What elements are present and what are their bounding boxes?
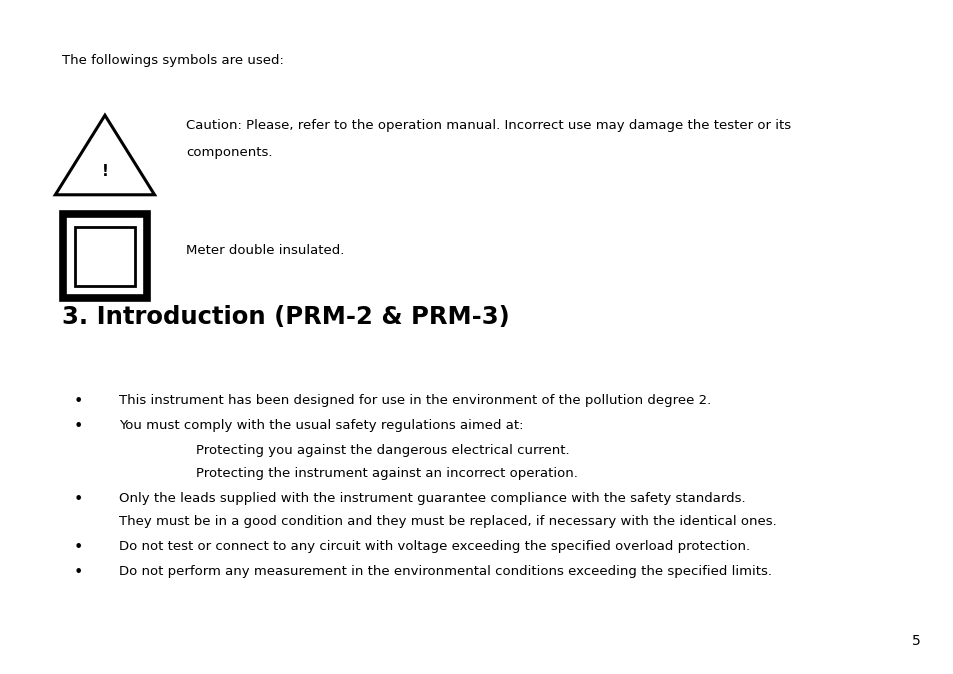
Text: •: • [73,419,83,434]
Text: Protecting you against the dangerous electrical current.: Protecting you against the dangerous ele… [195,444,569,457]
Text: 3. Introduction (PRM-2 & PRM-3): 3. Introduction (PRM-2 & PRM-3) [62,305,509,329]
Text: •: • [73,565,83,580]
Text: components.: components. [186,146,273,158]
Text: •: • [73,540,83,555]
Text: The followings symbols are used:: The followings symbols are used: [62,54,284,67]
Text: 5: 5 [911,634,920,648]
Text: This instrument has been designed for use in the environment of the pollution de: This instrument has been designed for us… [119,394,711,407]
Text: Only the leads supplied with the instrument guarantee compliance with the safety: Only the leads supplied with the instrum… [119,492,745,505]
Text: They must be in a good condition and they must be replaced, if necessary with th: They must be in a good condition and the… [119,515,776,528]
Text: Protecting the instrument against an incorrect operation.: Protecting the instrument against an inc… [195,467,577,480]
Text: !: ! [101,164,109,179]
Text: Do not perform any measurement in the environmental conditions exceeding the spe: Do not perform any measurement in the en… [119,565,771,578]
Text: •: • [73,492,83,507]
Text: •: • [73,394,83,409]
Text: Caution: Please, refer to the operation manual. Incorrect use may damage the tes: Caution: Please, refer to the operation … [186,119,790,131]
Text: Meter double insulated.: Meter double insulated. [186,244,344,257]
Text: You must comply with the usual safety regulations aimed at:: You must comply with the usual safety re… [119,419,523,432]
FancyBboxPatch shape [75,226,134,286]
Text: Do not test or connect to any circuit with voltage exceeding the specified overl: Do not test or connect to any circuit wi… [119,540,750,553]
